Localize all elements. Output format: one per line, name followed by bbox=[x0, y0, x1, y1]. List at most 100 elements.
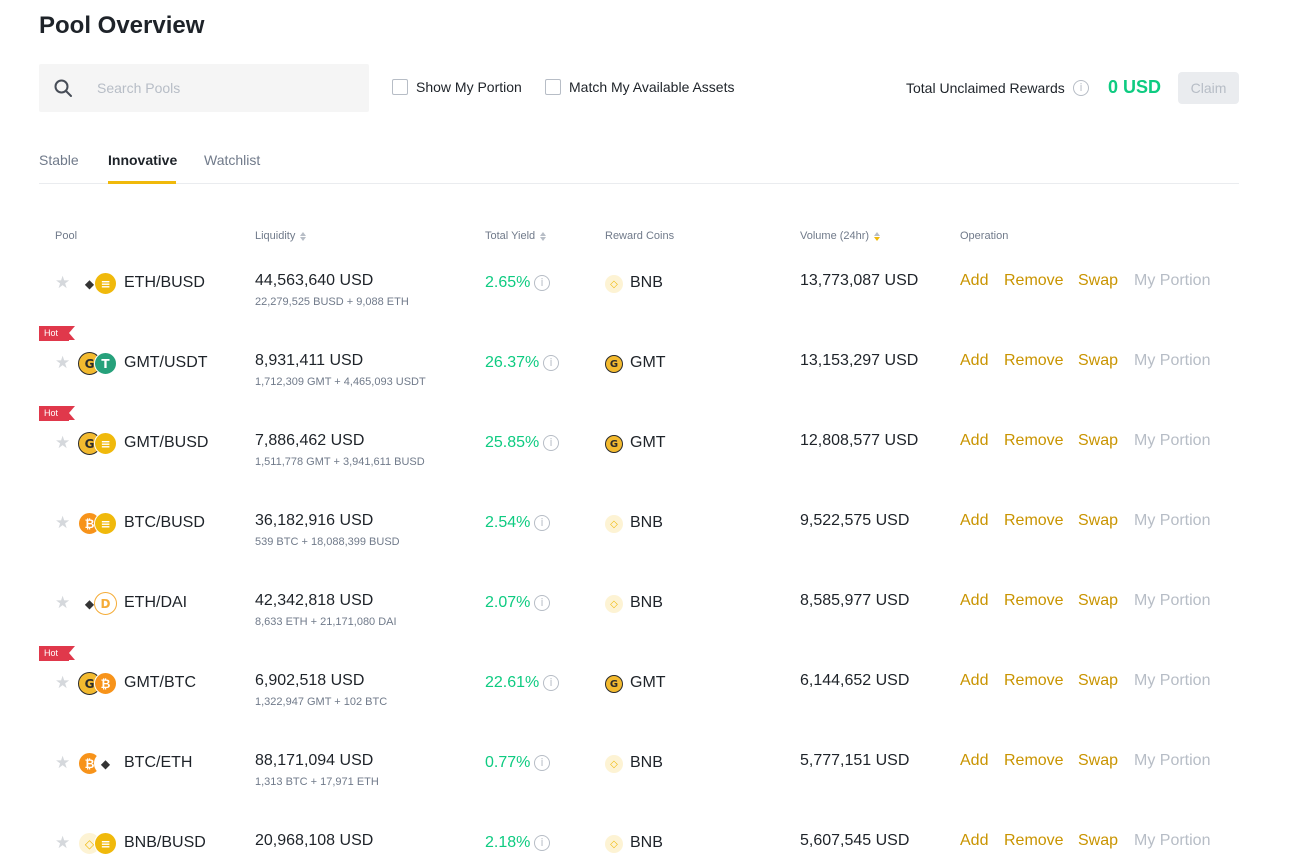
add-button[interactable]: Add bbox=[960, 832, 989, 849]
pool-pair: GMT/USDT bbox=[124, 354, 208, 371]
my-portion-button[interactable]: My Portion bbox=[1134, 352, 1211, 369]
liquidity-breakdown: 1,712,309 GMT + 4,465,093 USDT bbox=[255, 376, 426, 388]
column-header-volume[interactable]: Volume (24hr) bbox=[800, 230, 881, 242]
sort-icon[interactable] bbox=[540, 231, 547, 241]
search-icon bbox=[54, 79, 72, 97]
bnb-coin-icon: ◇ bbox=[605, 275, 623, 293]
liquidity-breakdown: 539 BTC + 18,088,399 BUSD bbox=[255, 536, 400, 548]
table-row: ★ ₿ ◆ BTC/ETH 88,171,094 USD 1,313 BTC + 1… bbox=[0, 736, 1290, 816]
info-icon[interactable]: i bbox=[1073, 80, 1089, 96]
star-icon[interactable]: ★ bbox=[55, 833, 71, 852]
my-portion-button[interactable]: My Portion bbox=[1134, 672, 1211, 689]
column-header-liquidity[interactable]: Liquidity bbox=[255, 230, 307, 242]
total-yield: 0.77% bbox=[485, 754, 531, 771]
liquidity-value: 6,902,518 USD bbox=[255, 672, 365, 689]
star-icon[interactable]: ★ bbox=[55, 433, 71, 452]
hot-badge: Hot bbox=[39, 646, 75, 661]
info-icon[interactable]: i bbox=[543, 355, 559, 371]
star-icon[interactable]: ★ bbox=[55, 753, 71, 772]
table-row: ★ ₿ ≡ BTC/BUSD 36,182,916 USD 539 BTC + 18… bbox=[0, 496, 1290, 576]
liquidity-value: 42,342,818 USD bbox=[255, 592, 374, 609]
search-box[interactable] bbox=[39, 64, 369, 112]
show-my-portion-checkbox[interactable]: Show My Portion bbox=[392, 79, 522, 95]
swap-button[interactable]: Swap bbox=[1078, 512, 1119, 529]
swap-button[interactable]: Swap bbox=[1078, 832, 1119, 849]
info-icon[interactable]: i bbox=[534, 595, 550, 611]
busd-coin-icon: ≡ bbox=[94, 272, 117, 295]
tab-innovative[interactable]: Innovative bbox=[108, 152, 178, 168]
sort-icon[interactable] bbox=[300, 231, 307, 241]
star-icon[interactable]: ★ bbox=[55, 593, 71, 612]
remove-button[interactable]: Remove bbox=[1004, 752, 1064, 769]
swap-button[interactable]: Swap bbox=[1078, 752, 1119, 769]
add-button[interactable]: Add bbox=[960, 272, 989, 289]
claim-button[interactable]: Claim bbox=[1178, 72, 1239, 104]
tab-stable[interactable]: Stable bbox=[39, 152, 79, 168]
star-icon[interactable]: ★ bbox=[55, 273, 71, 292]
bnb-coin-icon: ◇ bbox=[605, 595, 623, 613]
bnb-coin-icon: ◇ bbox=[605, 755, 623, 773]
my-portion-button[interactable]: My Portion bbox=[1134, 592, 1211, 609]
checkbox-box[interactable] bbox=[545, 79, 561, 95]
active-tab-indicator bbox=[108, 181, 176, 184]
busd-coin-icon: ≡ bbox=[94, 832, 117, 855]
add-button[interactable]: Add bbox=[960, 592, 989, 609]
sort-icon[interactable] bbox=[874, 231, 881, 241]
remove-button[interactable]: Remove bbox=[1004, 592, 1064, 609]
add-button[interactable]: Add bbox=[960, 432, 989, 449]
star-icon[interactable]: ★ bbox=[55, 673, 71, 692]
page-title: Pool Overview bbox=[39, 12, 205, 39]
swap-button[interactable]: Swap bbox=[1078, 432, 1119, 449]
info-icon[interactable]: i bbox=[543, 435, 559, 451]
liquidity-breakdown: 1,511,778 GMT + 3,941,611 BUSD bbox=[255, 456, 425, 468]
search-input[interactable] bbox=[97, 64, 357, 112]
total-yield: 2.07% bbox=[485, 594, 531, 611]
liquidity-breakdown: 8,633 ETH + 21,171,080 DAI bbox=[255, 616, 397, 628]
table-row: Hot ★ G ≡ GMT/BUSD 7,886,462 USD 1,511,778 … bbox=[0, 406, 1290, 496]
pair-icons: ₿ ≡ bbox=[78, 512, 118, 536]
remove-button[interactable]: Remove bbox=[1004, 672, 1064, 689]
my-portion-button[interactable]: My Portion bbox=[1134, 752, 1211, 769]
column-header-total-yield[interactable]: Total Yield bbox=[485, 230, 547, 242]
my-portion-button[interactable]: My Portion bbox=[1134, 832, 1211, 849]
remove-button[interactable]: Remove bbox=[1004, 832, 1064, 849]
add-button[interactable]: Add bbox=[960, 752, 989, 769]
swap-button[interactable]: Swap bbox=[1078, 592, 1119, 609]
reward-coin: GMT bbox=[630, 354, 666, 371]
pool-pair: BTC/ETH bbox=[124, 754, 193, 771]
add-button[interactable]: Add bbox=[960, 672, 989, 689]
column-header-pool: Pool bbox=[55, 230, 78, 242]
volume-value: 5,607,545 USD bbox=[800, 832, 910, 849]
add-button[interactable]: Add bbox=[960, 512, 989, 529]
info-icon[interactable]: i bbox=[543, 675, 559, 691]
total-yield: 26.37% bbox=[485, 354, 540, 371]
volume-value: 13,153,297 USD bbox=[800, 352, 919, 369]
swap-button[interactable]: Swap bbox=[1078, 352, 1119, 369]
info-icon[interactable]: i bbox=[534, 835, 550, 851]
info-icon[interactable]: i bbox=[534, 515, 550, 531]
column-header-operation: Operation bbox=[960, 230, 1009, 242]
remove-button[interactable]: Remove bbox=[1004, 512, 1064, 529]
info-icon[interactable]: i bbox=[534, 275, 550, 291]
swap-button[interactable]: Swap bbox=[1078, 672, 1119, 689]
remove-button[interactable]: Remove bbox=[1004, 272, 1064, 289]
pair-icons: ◆ ≡ bbox=[78, 272, 118, 296]
star-icon[interactable]: ★ bbox=[55, 513, 71, 532]
my-portion-button[interactable]: My Portion bbox=[1134, 272, 1211, 289]
star-icon[interactable]: ★ bbox=[55, 353, 71, 372]
my-portion-button[interactable]: My Portion bbox=[1134, 512, 1211, 529]
swap-button[interactable]: Swap bbox=[1078, 272, 1119, 289]
pair-icons: ◆ D bbox=[78, 592, 118, 616]
tab-watchlist[interactable]: Watchlist bbox=[204, 152, 261, 168]
info-icon[interactable]: i bbox=[534, 755, 550, 771]
busd-coin-icon: ≡ bbox=[94, 512, 117, 535]
volume-value: 5,777,151 USD bbox=[800, 752, 910, 769]
my-portion-button[interactable]: My Portion bbox=[1134, 432, 1211, 449]
pool-pair: BNB/BUSD bbox=[124, 834, 206, 851]
total-yield: 2.18% bbox=[485, 834, 531, 851]
checkbox-box[interactable] bbox=[392, 79, 408, 95]
match-assets-checkbox[interactable]: Match My Available Assets bbox=[545, 79, 734, 95]
remove-button[interactable]: Remove bbox=[1004, 432, 1064, 449]
add-button[interactable]: Add bbox=[960, 352, 989, 369]
remove-button[interactable]: Remove bbox=[1004, 352, 1064, 369]
